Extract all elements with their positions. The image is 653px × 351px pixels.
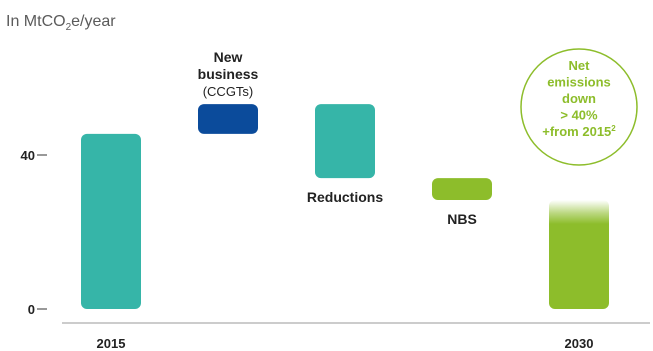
bar-annotation: Reductions (307, 189, 383, 205)
bar-annotation: (CCGTs) (203, 84, 254, 99)
callout-line: down (562, 91, 596, 106)
unit-label: In MtCO2e/year (6, 13, 116, 33)
bar-b2030 (549, 200, 609, 309)
callout-line: +from 20152 (542, 124, 616, 139)
y-tick-label: 0 (28, 302, 35, 317)
callout-footnote-marker: 2 (611, 124, 616, 133)
bars (81, 104, 609, 309)
category-label: 2030 (565, 336, 594, 351)
bar-bred (315, 104, 375, 179)
callout-line: > 40% (560, 108, 598, 123)
bar-annotation: New (214, 49, 243, 65)
bar-bnew (198, 104, 258, 134)
y-tick-label: 40 (21, 148, 35, 163)
category-label: 2015 (97, 336, 126, 351)
y-axis: 40 0 (21, 148, 47, 317)
callout-circle (520, 48, 638, 166)
bar-annotation: NBS (447, 211, 477, 227)
bar-bnbs (432, 178, 492, 201)
bar-annotation: business (198, 66, 259, 82)
callout-line: Net (569, 58, 591, 73)
bar-b2015 (81, 133, 141, 309)
callout-line: emissions (547, 75, 611, 90)
